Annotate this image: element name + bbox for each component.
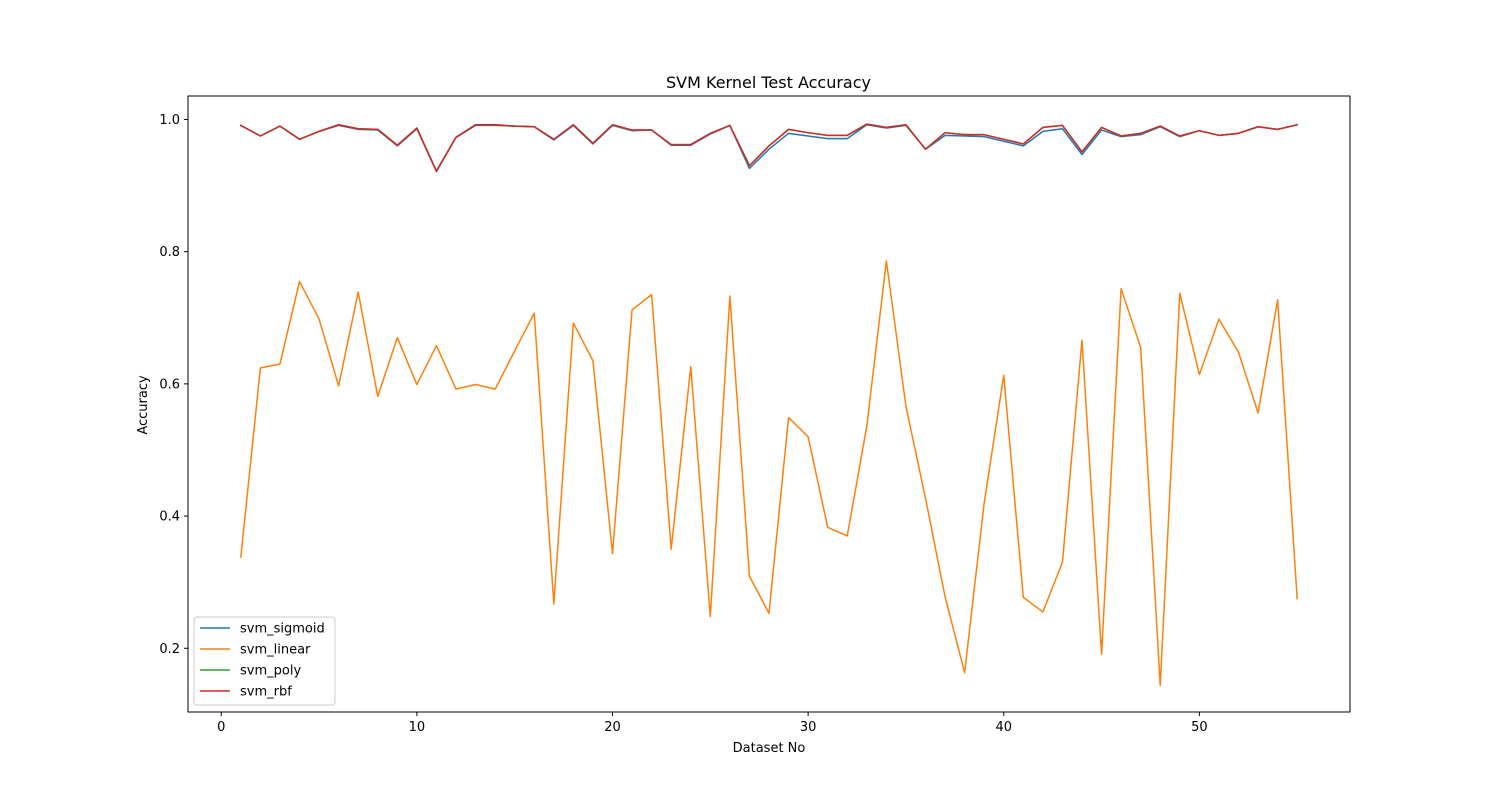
series-layer: [239, 123, 1299, 687]
x-axis-label: Dataset No: [733, 741, 806, 756]
x-tick-label: 40: [995, 720, 1012, 735]
legend-label-svm-linear: svm_linear: [240, 643, 311, 658]
y-tick-label: 0.2: [159, 642, 180, 657]
plot-frame: [187, 95, 1351, 713]
y-tick-label: 0.8: [159, 245, 180, 260]
x-tick-label: 0: [217, 720, 225, 735]
legend-label-svm-rbf: svm_rbf: [240, 685, 292, 700]
chart-title: SVM Kernel Test Accuracy: [666, 73, 871, 92]
legend-box: [193, 616, 336, 706]
y-axis: 0.2 0.4 0.6 0.8 1.0: [159, 113, 188, 657]
x-tick-label: 50: [1191, 720, 1208, 735]
series-line-svm-rbf: [239, 123, 1299, 172]
x-tick-label: 30: [800, 720, 817, 735]
series-line-svm-linear: [239, 260, 1298, 687]
legend-label-svm-sigmoid: svm_sigmoid: [240, 622, 325, 637]
legend: svm_sigmoid svm_linear svm_poly svm_rbf: [193, 616, 336, 706]
legend-label-svm-poly: svm_poly: [240, 664, 301, 679]
x-axis: 0 10 20 30 40 50: [217, 712, 1208, 735]
y-tick-label: 1.0: [159, 113, 180, 128]
y-tick-label: 0.6: [159, 377, 180, 392]
y-tick-label: 0.4: [159, 510, 180, 525]
x-tick-label: 20: [604, 720, 621, 735]
x-tick-label: 10: [409, 720, 426, 735]
y-axis-label: Accuracy: [136, 375, 151, 435]
